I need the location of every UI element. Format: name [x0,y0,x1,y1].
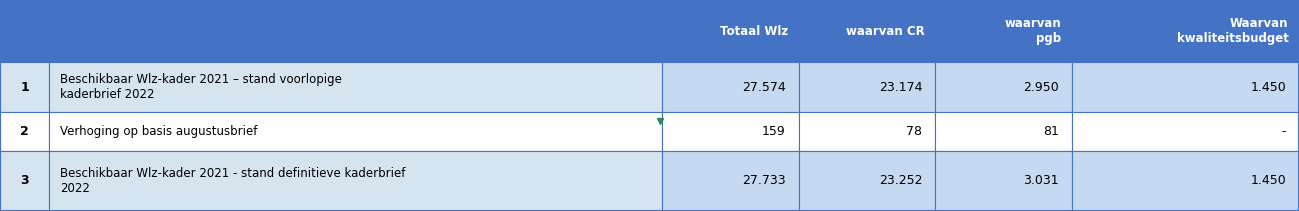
Text: 23.174: 23.174 [879,81,922,93]
Text: waarvan CR: waarvan CR [846,25,925,38]
Text: 2.950: 2.950 [1022,81,1059,93]
Bar [1072,62,1299,112]
Text: Verhoging op basis augustusbrief: Verhoging op basis augustusbrief [60,125,257,138]
Text: 159: 159 [763,125,786,138]
Text: -: - [1282,125,1286,138]
Text: 1.450: 1.450 [1250,174,1286,187]
Bar [0,0,662,62]
Bar [935,151,1072,211]
Text: Totaal Wlz: Totaal Wlz [720,25,788,38]
Bar [49,112,662,151]
Bar [49,151,662,211]
Text: 23.252: 23.252 [879,174,922,187]
Bar [1072,0,1299,62]
Text: 27.574: 27.574 [742,81,786,93]
Text: Waarvan
kwaliteitsbudget: Waarvan kwaliteitsbudget [1177,17,1289,45]
Bar [935,112,1072,151]
Text: 27.733: 27.733 [742,174,786,187]
Text: 3: 3 [21,174,29,187]
Bar [0,151,49,211]
Text: 81: 81 [1043,125,1059,138]
Text: 2: 2 [21,125,29,138]
Bar [1072,112,1299,151]
Bar [662,151,799,211]
Text: Beschikbaar Wlz-kader 2021 - stand definitieve kaderbrief
2022: Beschikbaar Wlz-kader 2021 - stand defin… [60,167,405,195]
Bar [799,151,935,211]
Bar [0,62,49,112]
Text: 1: 1 [21,81,29,93]
Bar [1072,151,1299,211]
Bar [935,0,1072,62]
Bar [662,62,799,112]
Text: Beschikbaar Wlz-kader 2021 – stand voorlopige
kaderbrief 2022: Beschikbaar Wlz-kader 2021 – stand voorl… [60,73,342,101]
Bar [799,0,935,62]
Text: 3.031: 3.031 [1024,174,1059,187]
Bar [799,62,935,112]
Bar [662,112,799,151]
Text: 78: 78 [907,125,922,138]
Bar [662,0,799,62]
Text: 1.450: 1.450 [1250,81,1286,93]
Bar [49,62,662,112]
Bar [799,112,935,151]
Text: waarvan
pgb: waarvan pgb [1004,17,1061,45]
Bar [0,112,49,151]
Bar [935,62,1072,112]
